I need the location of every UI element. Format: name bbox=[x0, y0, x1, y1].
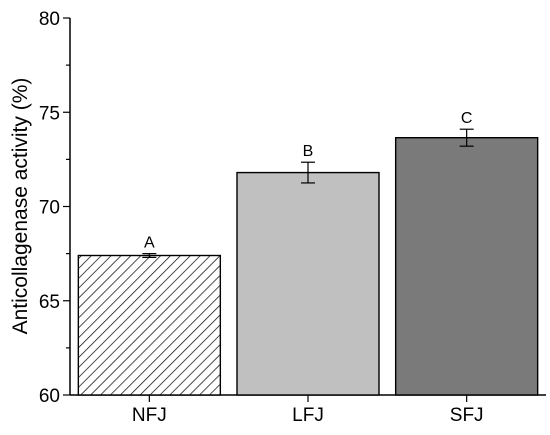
significance-letter: B bbox=[303, 143, 314, 160]
x-tick-label: NFJ bbox=[132, 405, 167, 426]
bar-lfj bbox=[236, 171, 380, 396]
plot-area: 60 65 70 75 80 NFJ A LFJ B SFJ C bbox=[39, 9, 546, 426]
y-axis-title: Anticollagenase activity (%) bbox=[9, 78, 32, 335]
y-tick-label: 70 bbox=[39, 198, 60, 219]
x-tick-label: SFJ bbox=[450, 405, 484, 426]
y-tick-label: 80 bbox=[39, 9, 60, 30]
bar-sfj bbox=[394, 136, 539, 396]
significance-letter: C bbox=[461, 110, 473, 127]
bar-nfj bbox=[77, 254, 222, 396]
x-tick-label: LFJ bbox=[292, 405, 324, 426]
y-tick-label: 60 bbox=[39, 386, 60, 407]
y-tick-label: 75 bbox=[39, 103, 60, 124]
y-tick-label: 65 bbox=[39, 292, 60, 313]
significance-letter: A bbox=[144, 235, 155, 252]
